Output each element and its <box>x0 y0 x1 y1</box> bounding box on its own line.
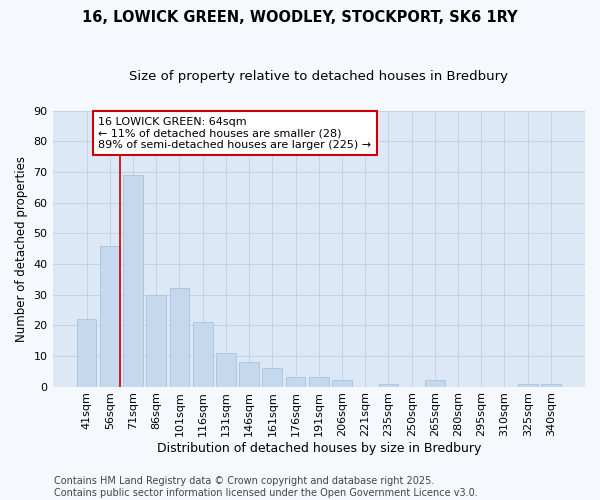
Bar <box>379 384 398 386</box>
Bar <box>100 246 119 386</box>
Bar <box>425 380 445 386</box>
Bar <box>146 294 166 386</box>
Bar <box>239 362 259 386</box>
Bar <box>518 384 538 386</box>
Bar <box>216 353 236 386</box>
Bar <box>309 378 329 386</box>
X-axis label: Distribution of detached houses by size in Bredbury: Distribution of detached houses by size … <box>157 442 481 455</box>
Text: Contains HM Land Registry data © Crown copyright and database right 2025.
Contai: Contains HM Land Registry data © Crown c… <box>54 476 478 498</box>
Y-axis label: Number of detached properties: Number of detached properties <box>15 156 28 342</box>
Bar <box>123 175 143 386</box>
Bar <box>286 378 305 386</box>
Title: Size of property relative to detached houses in Bredbury: Size of property relative to detached ho… <box>129 70 508 83</box>
Bar <box>541 384 561 386</box>
Bar <box>332 380 352 386</box>
Bar <box>193 322 212 386</box>
Text: 16, LOWICK GREEN, WOODLEY, STOCKPORT, SK6 1RY: 16, LOWICK GREEN, WOODLEY, STOCKPORT, SK… <box>82 10 518 25</box>
Bar <box>262 368 282 386</box>
Text: 16 LOWICK GREEN: 64sqm
← 11% of detached houses are smaller (28)
89% of semi-det: 16 LOWICK GREEN: 64sqm ← 11% of detached… <box>98 116 371 150</box>
Bar <box>77 319 97 386</box>
Bar <box>170 288 190 386</box>
